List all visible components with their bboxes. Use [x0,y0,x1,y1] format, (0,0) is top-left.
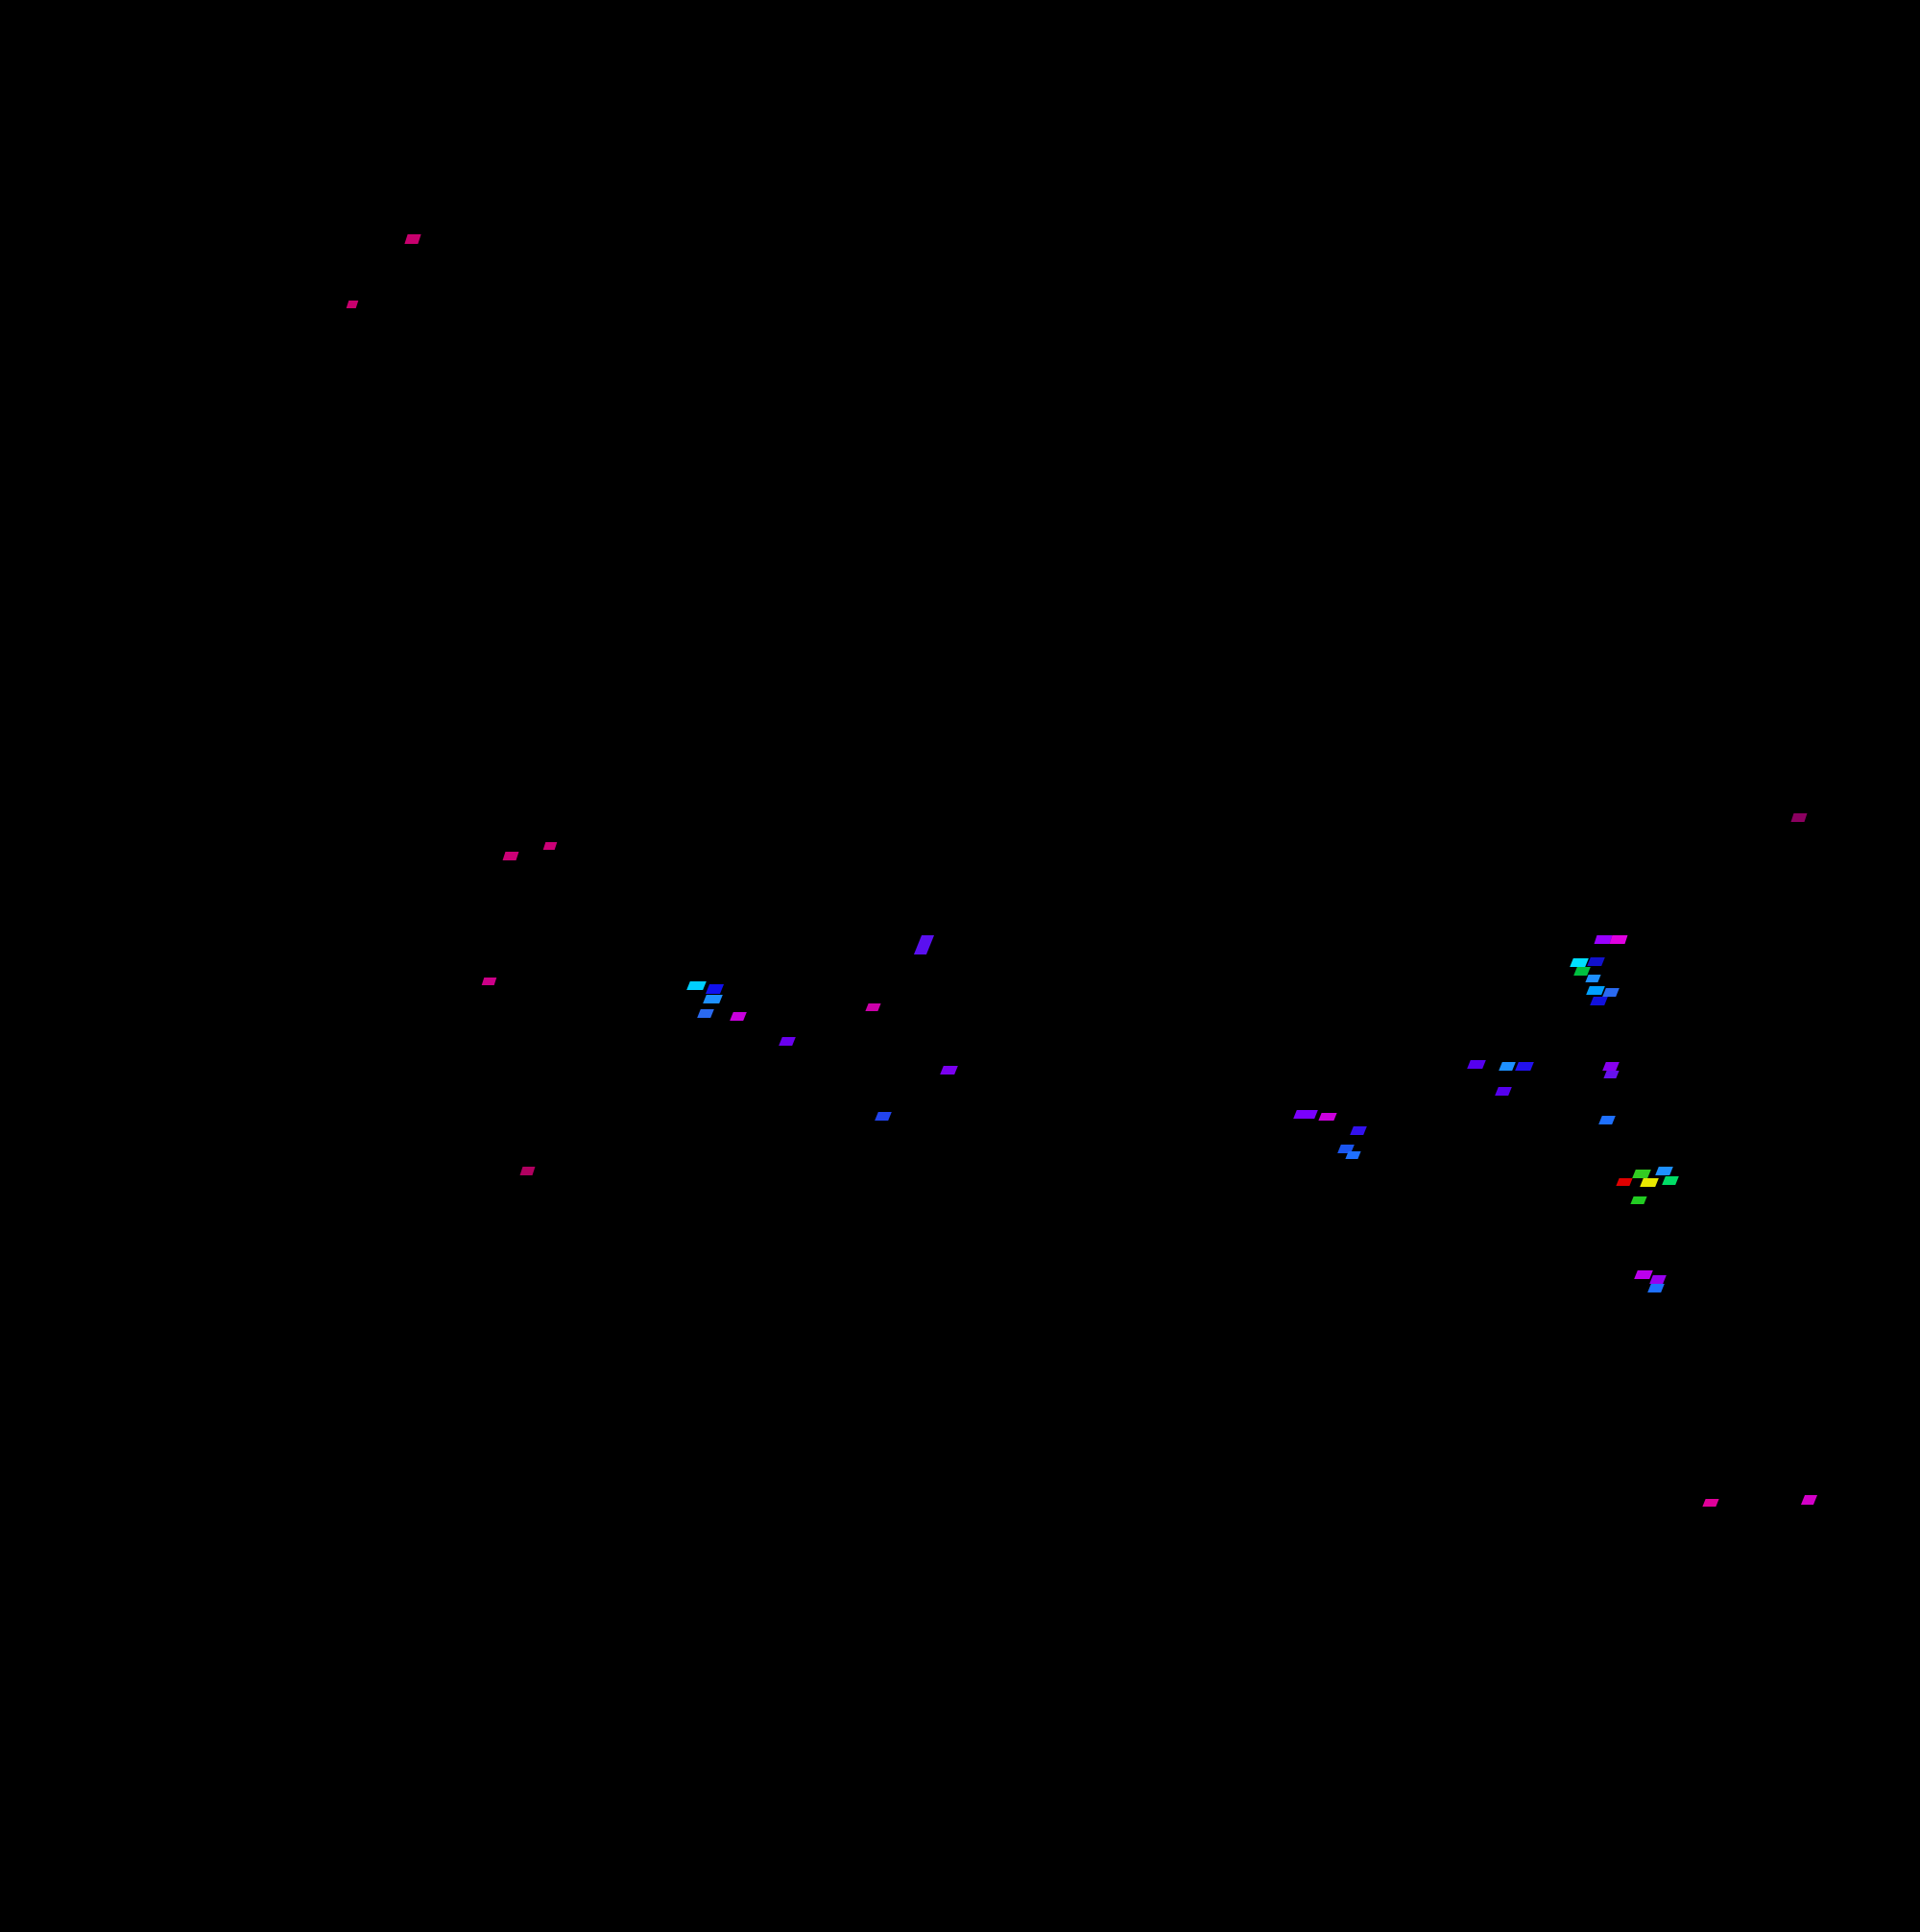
scatter-mark [481,978,496,985]
scatter-mark [864,1003,881,1011]
scatter-mark [939,1065,958,1075]
scatter-mark [1584,975,1601,982]
scatter-mark [1293,1109,1318,1119]
scatter-mark [519,1166,535,1175]
scatter-mark [1640,1177,1659,1187]
scatter-mark [502,851,519,860]
scatter-mark [1318,1113,1337,1121]
scatter-mark [1570,957,1589,967]
scatter-mark [1632,1169,1651,1178]
scatter-mark [1609,934,1628,944]
scatter-mark [1589,996,1608,1005]
scatter-mark [1515,1061,1534,1071]
scatter-mark [1790,812,1808,822]
scatter-mark [1344,1151,1361,1159]
scatter-mark [1602,1071,1620,1078]
scatter-mark [1634,1269,1653,1279]
scatter-mark [1654,1166,1673,1175]
scatter-mark [1586,956,1605,966]
scatter-mark [702,994,723,1003]
scatter-mark [1586,985,1605,995]
scatter-mark [1467,1059,1486,1069]
scatter-mark [685,980,707,990]
